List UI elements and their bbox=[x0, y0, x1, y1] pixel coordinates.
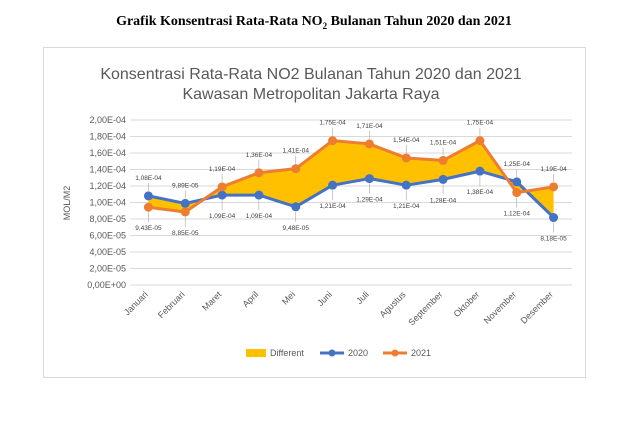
series-line-2021 bbox=[148, 139, 554, 214]
y-tick-label: 8,00E-05 bbox=[89, 214, 126, 224]
y-axis-label: MOL/M2 bbox=[62, 186, 72, 221]
point-2021 bbox=[217, 182, 227, 192]
x-tick-label: Juni bbox=[315, 289, 334, 308]
data-label-2020: 9,48E-05 bbox=[283, 225, 310, 232]
x-tick-label: November bbox=[482, 289, 518, 325]
chart-frame bbox=[43, 47, 586, 378]
y-tick-label: 1,60E-04 bbox=[89, 148, 126, 158]
data-label-2021: 9,43E-05 bbox=[135, 225, 162, 232]
data-label-2020: 1,21E-04 bbox=[393, 203, 420, 210]
data-label-2021: 8,85E-05 bbox=[172, 230, 199, 237]
y-tick-label: 1,00E-04 bbox=[89, 198, 126, 208]
point-2021 bbox=[475, 136, 485, 146]
x-tick-label: Oktober bbox=[452, 289, 482, 319]
x-tick-label: Agustus bbox=[378, 289, 408, 319]
point-2020 bbox=[291, 202, 301, 212]
figure-caption: Grafik Konsentrasi Rata-Rata NO2 Bulanan… bbox=[0, 14, 628, 31]
caption-subscript: 2 bbox=[322, 20, 328, 31]
x-tick-label: September bbox=[406, 289, 444, 327]
legend-marker-2020 bbox=[328, 349, 336, 357]
data-label-2020: 1,08E-04 bbox=[135, 175, 162, 182]
point-2020 bbox=[549, 213, 559, 223]
data-label-2021: 1,54E-04 bbox=[393, 137, 420, 144]
data-label-2021: 1,75E-04 bbox=[319, 120, 346, 127]
point-2020 bbox=[217, 190, 227, 200]
point-2020 bbox=[254, 190, 264, 200]
x-tick-label: Januari bbox=[122, 289, 150, 317]
caption-text-end: Bulanan Tahun 2020 dan 2021 bbox=[327, 14, 512, 29]
point-2021 bbox=[438, 155, 448, 165]
point-2021 bbox=[401, 153, 411, 163]
point-2020 bbox=[180, 198, 190, 208]
chart-title-line-1: Konsentrasi Rata-Rata NO2 Bulanan Tahun … bbox=[100, 66, 521, 83]
y-tick-label: 4,00E-05 bbox=[89, 247, 126, 257]
chart-title-line-2: Kawasan Metropolitan Jakarta Raya bbox=[182, 86, 439, 103]
point-2020 bbox=[401, 180, 411, 190]
series-lines bbox=[143, 136, 559, 223]
x-tick-label: Desember bbox=[519, 289, 555, 325]
data-label-2021: 1,19E-04 bbox=[209, 166, 236, 173]
data-label-2020: 1,09E-04 bbox=[246, 213, 273, 220]
x-tick-label: April bbox=[241, 289, 261, 309]
x-tick-label: Juli bbox=[354, 289, 371, 306]
x-tick-labels: Januari Februari Maret April Mei Juni Juli Agus… bbox=[122, 289, 555, 328]
data-label-2020: 1,38E-04 bbox=[467, 189, 494, 196]
data-label-2021: 1,12E-04 bbox=[504, 211, 531, 218]
point-2021 bbox=[291, 164, 301, 174]
legend-marker-2021 bbox=[391, 349, 399, 357]
point-2020 bbox=[328, 180, 338, 190]
point-2021 bbox=[364, 139, 374, 149]
data-label-2021: 1,36E-04 bbox=[246, 152, 273, 159]
data-label-2021: 1,71E-04 bbox=[356, 123, 383, 130]
data-label-2021: 1,41E-04 bbox=[283, 148, 310, 155]
point-2020 bbox=[143, 191, 153, 201]
legend-label-2021: 2021 bbox=[411, 348, 431, 358]
caption-text: Grafik Konsentrasi Rata-Rata NO bbox=[116, 14, 323, 29]
y-tick-label: 1,20E-04 bbox=[89, 181, 126, 191]
point-2020 bbox=[475, 166, 485, 176]
y-tick-label: 0,00E+00 bbox=[87, 280, 126, 290]
data-label-2020: 1,09E-04 bbox=[209, 213, 236, 220]
x-tick-label: Maret bbox=[200, 289, 224, 313]
point-2021 bbox=[512, 188, 522, 198]
data-label-2021: 1,75E-04 bbox=[467, 120, 494, 127]
point-2021 bbox=[328, 136, 338, 146]
legend: Different 2020 2021 bbox=[246, 348, 431, 358]
data-label-2020: 1,21E-04 bbox=[319, 203, 346, 210]
x-tick-label: Mei bbox=[280, 289, 297, 306]
legend-label-2020: 2020 bbox=[348, 348, 368, 358]
point-2021 bbox=[549, 182, 559, 192]
y-tick-labels: 0,00E+00 2,00E-05 4,00E-05 6,00E-05 8,00E-05… bbox=[87, 115, 126, 290]
y-tick-label: 1,40E-04 bbox=[89, 165, 126, 175]
data-label-2020: 9,89E-05 bbox=[172, 182, 199, 189]
point-2021 bbox=[180, 207, 190, 217]
point-2020 bbox=[364, 174, 374, 184]
legend-swatch-different bbox=[246, 349, 266, 357]
x-tick-label: Februari bbox=[156, 289, 187, 320]
data-label-2020: 8,18E-05 bbox=[540, 236, 567, 243]
difference-area-fill bbox=[148, 140, 554, 218]
data-labels: 1,08E-04 9,43E-05 9,89E-05 8,85E-05 1,09E-04… bbox=[135, 120, 567, 243]
series-line-2020 bbox=[148, 169, 555, 219]
point-2021 bbox=[143, 202, 153, 212]
y-tick-label: 1,80E-04 bbox=[89, 132, 126, 142]
y-tick-label: 2,00E-04 bbox=[89, 115, 126, 125]
point-2020 bbox=[438, 174, 448, 184]
data-label-2020: 1,25E-04 bbox=[504, 161, 531, 168]
data-label-2020: 1,29E-04 bbox=[356, 197, 383, 204]
data-label-2021: 1,51E-04 bbox=[430, 139, 457, 146]
legend-label-different: Different bbox=[270, 348, 304, 358]
y-tick-label: 2,00E-05 bbox=[89, 264, 126, 274]
point-2021 bbox=[254, 168, 264, 178]
y-tick-label: 6,00E-05 bbox=[89, 231, 126, 241]
difference-area bbox=[148, 140, 554, 218]
data-label-2020: 1,28E-04 bbox=[430, 197, 457, 204]
point-2020 bbox=[512, 177, 522, 187]
data-label-2021: 1,19E-04 bbox=[540, 166, 567, 173]
